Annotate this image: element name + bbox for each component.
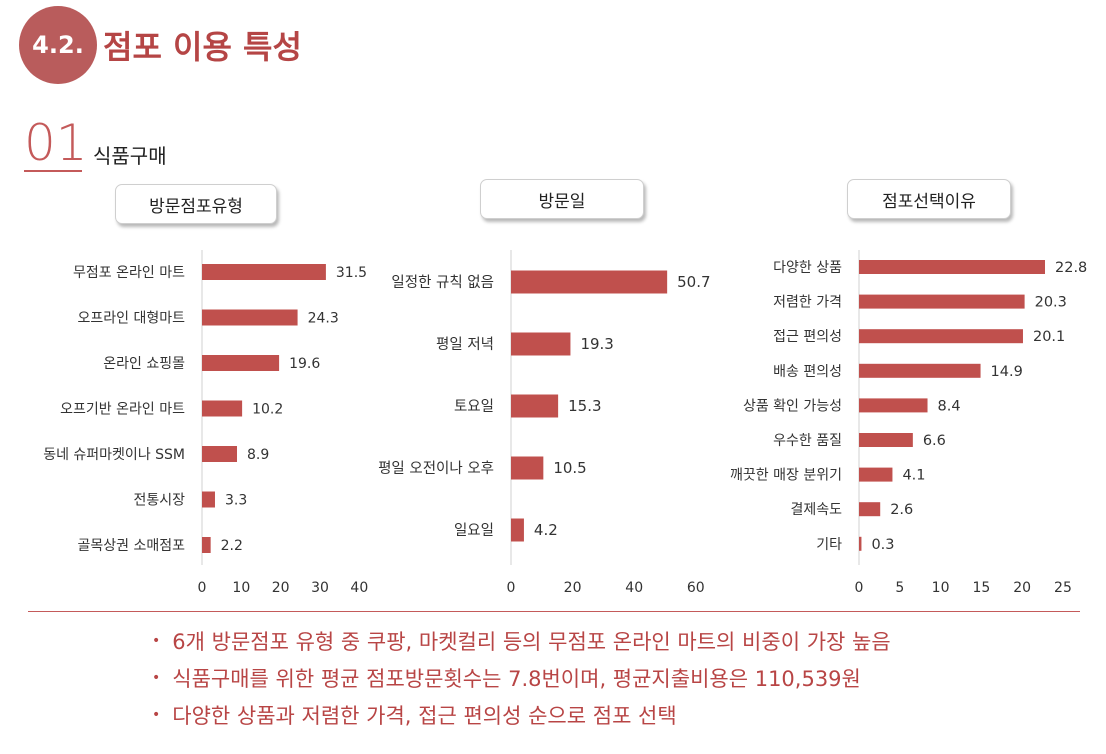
bullet-marker: • xyxy=(152,669,161,686)
chart-label-selection-reason: 점포선택이유 xyxy=(847,179,1011,219)
store-type-value-label: 3.3 xyxy=(225,493,247,509)
summary-text: 6개 방문점포 유형 중 쿠팡, 마켓컬리 등의 무점포 온라인 마트의 비중이… xyxy=(172,629,891,654)
selection-reason-value-label: 22.8 xyxy=(1055,260,1087,276)
store-type-category-label: 전통시장 xyxy=(133,493,185,509)
store-type-category-label: 무점포 온라인 마트 xyxy=(73,265,185,281)
summary-text: 식품구매를 위한 평균 점포방문횟수는 7.8번이며, 평균지출비용은 110,… xyxy=(172,666,861,691)
chart-label-visit-day: 방문일 xyxy=(480,179,644,219)
visit-day-value-label: 4.2 xyxy=(534,521,558,539)
chart-label-store-type: 방문점포유형 xyxy=(115,184,277,224)
bullet-marker: • xyxy=(152,632,161,649)
visit-day-tick-label: 0 xyxy=(507,580,516,596)
store-type-category-label: 온라인 쇼핑몰 xyxy=(103,356,185,372)
store-type-category-label: 오프라인 대형마트 xyxy=(78,311,186,327)
visit-day-category-label: 일요일 xyxy=(454,522,494,539)
store-type-value-label: 10.2 xyxy=(252,402,283,418)
section-badge: 4.2. xyxy=(19,6,97,84)
selection-reason-value-label: 6.6 xyxy=(923,433,946,449)
store-type-value-label: 2.2 xyxy=(221,538,243,554)
selection-reason-tick-label: 25 xyxy=(1054,580,1072,596)
store-type-bar xyxy=(202,355,280,371)
selection-reason-value-label: 20.3 xyxy=(1035,295,1067,311)
selection-reason-category-label: 상품 확인 가능성 xyxy=(743,398,842,414)
visit-day-category-label: 평일 오전이나 오후 xyxy=(378,460,494,477)
selection-reason-category-label: 배송 편의성 xyxy=(773,364,842,380)
store-type-tick-label: 40 xyxy=(350,580,368,596)
store-type-category-label: 오프기반 온라인 마트 xyxy=(60,402,185,418)
visit-day-value-label: 50.7 xyxy=(677,273,710,291)
section-number: 01 xyxy=(24,114,88,172)
selection-reason-value-label: 4.1 xyxy=(902,468,925,484)
store-type-bar xyxy=(202,446,238,462)
selection-reason-category-label: 결제속도 xyxy=(790,502,842,518)
visit-day-category-label: 일정한 규칙 없음 xyxy=(391,274,494,291)
selection-reason-value-label: 20.1 xyxy=(1033,329,1065,345)
selection-reason-bar xyxy=(859,536,862,551)
selection-reason-bar xyxy=(859,294,1025,309)
bullet-marker: • xyxy=(152,706,161,723)
store-type-bar xyxy=(202,309,298,326)
selection-reason-bar xyxy=(859,502,881,517)
selection-reason-value-label: 14.9 xyxy=(991,364,1023,380)
visit-day-value-label: 19.3 xyxy=(580,335,613,353)
store-type-value-label: 24.3 xyxy=(308,311,339,327)
selection-reason-category-label: 저렴한 가격 xyxy=(773,295,842,311)
summary-list: • 6개 방문점포 유형 중 쿠팡, 마켓컬리 등의 무점포 온라인 마트의 비중… xyxy=(152,622,891,733)
visit-day-bar xyxy=(511,332,571,356)
visit-day-bar xyxy=(511,518,524,542)
store-type-tick-label: 0 xyxy=(198,580,207,596)
visit-day-value-label: 15.3 xyxy=(568,397,601,415)
selection-reason-value-label: 8.4 xyxy=(938,398,961,414)
store-type-value-label: 8.9 xyxy=(247,447,269,463)
store-type-bar xyxy=(202,400,243,417)
summary-item: • 다양한 상품과 저렴한 가격, 접근 편의성 순으로 점포 선택 xyxy=(152,696,891,733)
store-type-value-label: 31.5 xyxy=(336,265,367,281)
visit-day-tick-label: 20 xyxy=(564,580,582,596)
summary-item: • 식품구매를 위한 평균 점포방문횟수는 7.8번이며, 평균지출비용은 110… xyxy=(152,659,891,696)
selection-reason-tick-label: 15 xyxy=(972,580,990,596)
selection-reason-tick-label: 5 xyxy=(895,580,904,596)
selection-reason-tick-label: 0 xyxy=(855,580,864,596)
selection-reason-bar xyxy=(859,433,913,447)
selection-reason-bar xyxy=(859,260,1045,274)
store-type-tick-label: 10 xyxy=(232,580,250,596)
store-type-bar xyxy=(202,537,211,553)
visit-day-bar xyxy=(511,394,559,418)
selection-reason-bar xyxy=(859,329,1023,344)
visit-day-category-label: 토요일 xyxy=(454,398,494,415)
page-title: 점포 이용 특성 xyxy=(103,28,302,66)
store-type-category-label: 골목상권 소매점포 xyxy=(78,538,186,554)
store-type-value-label: 19.6 xyxy=(289,356,320,372)
divider xyxy=(28,611,1080,612)
store-type-category-label: 동네 슈퍼마켓이나 SSM xyxy=(43,447,185,463)
selection-reason-category-label: 접근 편의성 xyxy=(773,329,842,345)
visit-day-value-label: 10.5 xyxy=(553,459,586,477)
selection-reason-tick-label: 20 xyxy=(1013,580,1031,596)
selection-reason-tick-label: 10 xyxy=(932,580,950,596)
store-type-tick-label: 20 xyxy=(272,580,290,596)
selection-reason-category-label: 다양한 상품 xyxy=(773,260,842,276)
selection-reason-category-label: 깨끗한 매장 분위기 xyxy=(730,468,842,484)
summary-item: • 6개 방문점포 유형 중 쿠팡, 마켓컬리 등의 무점포 온라인 마트의 비중… xyxy=(152,622,891,659)
selection-reason-category-label: 우수한 품질 xyxy=(773,433,842,449)
selection-reason-value-label: 2.6 xyxy=(890,502,913,518)
selection-reason-category-label: 기타 xyxy=(816,537,842,553)
selection-reason-value-label: 0.3 xyxy=(871,537,894,553)
visit-day-bar xyxy=(511,270,668,294)
summary-text: 다양한 상품과 저렴한 가격, 접근 편의성 순으로 점포 선택 xyxy=(172,703,677,728)
section-title: 식품구매 xyxy=(93,144,167,168)
visit-day-tick-label: 60 xyxy=(687,580,705,596)
visit-day-category-label: 평일 저녁 xyxy=(436,336,494,353)
section-number-underline xyxy=(24,170,82,172)
store-type-tick-label: 30 xyxy=(311,580,329,596)
selection-reason-bar xyxy=(859,398,928,413)
visit-day-tick-label: 40 xyxy=(625,580,643,596)
visit-day-bar xyxy=(511,456,544,480)
selection-reason-bar xyxy=(859,363,981,378)
store-type-bar xyxy=(202,264,326,280)
selection-reason-bar xyxy=(859,467,893,482)
store-type-bar xyxy=(202,491,215,508)
